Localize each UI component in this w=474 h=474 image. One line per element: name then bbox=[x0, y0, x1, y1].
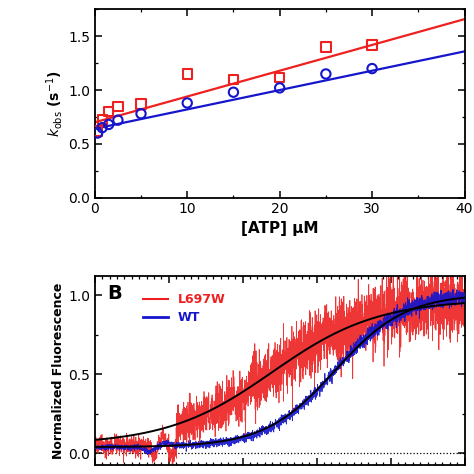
Y-axis label: $k_{\mathrm{obs}}$ (s$^{-1}$): $k_{\mathrm{obs}}$ (s$^{-1}$) bbox=[44, 70, 65, 137]
Point bbox=[99, 124, 106, 131]
Text: B: B bbox=[108, 284, 122, 303]
Point bbox=[183, 70, 191, 78]
X-axis label: [ATP] μM: [ATP] μM bbox=[241, 220, 319, 236]
Point bbox=[137, 100, 145, 108]
Point bbox=[114, 102, 122, 110]
Point bbox=[183, 99, 191, 107]
Point bbox=[137, 110, 145, 118]
Point bbox=[114, 116, 122, 124]
Point bbox=[322, 70, 329, 78]
Point bbox=[229, 89, 237, 96]
Point bbox=[94, 129, 101, 137]
Point bbox=[99, 116, 106, 124]
Legend: L697W, WT: L697W, WT bbox=[138, 288, 231, 329]
Point bbox=[368, 65, 376, 73]
Point bbox=[322, 43, 329, 51]
Point bbox=[368, 41, 376, 49]
Point bbox=[276, 73, 283, 81]
Y-axis label: Normalized Fluorescence: Normalized Fluorescence bbox=[52, 283, 65, 459]
Point bbox=[276, 84, 283, 91]
Point bbox=[105, 121, 112, 128]
Point bbox=[94, 127, 101, 135]
Point bbox=[229, 75, 237, 83]
Point bbox=[105, 108, 112, 115]
